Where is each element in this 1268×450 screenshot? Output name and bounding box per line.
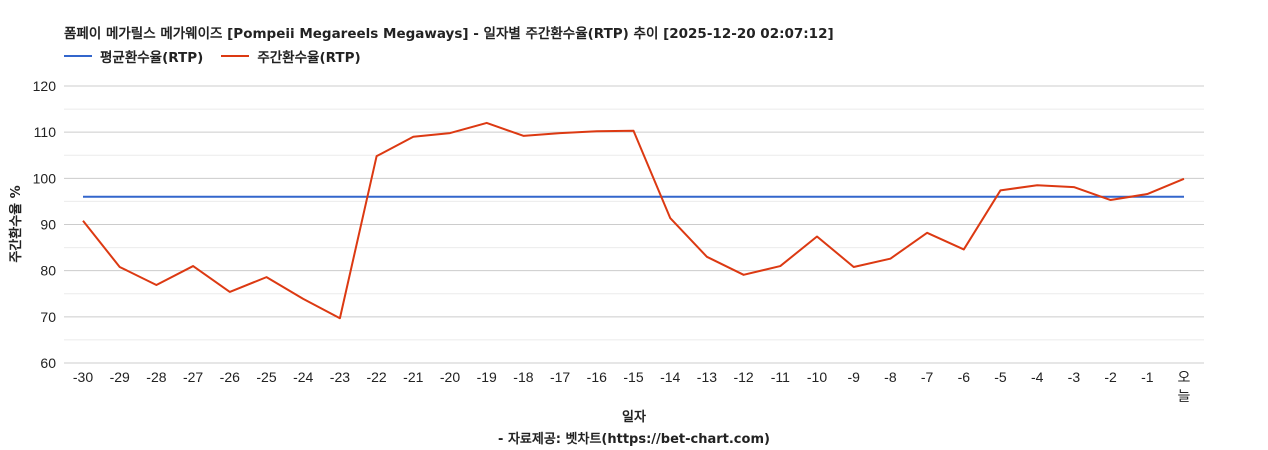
y-axis-ticks: 60 70 80 90 100 110 120 bbox=[33, 78, 57, 371]
x-tick-label: -11 bbox=[771, 369, 790, 385]
x-tick-label: -27 bbox=[183, 369, 203, 385]
x-tick-label: -28 bbox=[146, 369, 166, 385]
x-tick-label: -30 bbox=[73, 369, 93, 385]
x-tick-label: -15 bbox=[623, 369, 643, 385]
legend: 평균환수율(RTP) 주간환수율(RTP) bbox=[64, 46, 361, 66]
series-lines bbox=[82, 121, 1185, 320]
x-tick-label: -25 bbox=[256, 369, 276, 385]
x-tick-label: -2 bbox=[1104, 369, 1117, 385]
x-tick-label: -16 bbox=[587, 369, 607, 385]
x-tick-label: -6 bbox=[958, 369, 971, 385]
legend-swatch-red-line-icon bbox=[221, 55, 250, 57]
x-tick-label: -10 bbox=[807, 369, 827, 385]
legend-item-average-rtp[interactable]: 평균환수율(RTP) bbox=[64, 46, 203, 66]
data-credit: - 자료제공: 벳차트(https://bet-chart.com) bbox=[498, 432, 770, 447]
legend-swatch-blue-line-icon bbox=[64, 55, 92, 57]
legend-label: 주간환수율(RTP) bbox=[257, 50, 361, 66]
x-tick-label: -18 bbox=[513, 369, 533, 385]
y-tick-label: 100 bbox=[33, 170, 57, 186]
chart-title: 폼페이 메가릴스 메가웨이즈 [Pompeii Megareels Megawa… bbox=[64, 26, 834, 42]
legend-label: 평균환수율(RTP) bbox=[100, 50, 204, 66]
x-tick-label: 늘 bbox=[1178, 388, 1191, 404]
x-tick-label: -19 bbox=[477, 369, 497, 385]
x-tick-label: -23 bbox=[330, 369, 350, 385]
x-tick-label: -24 bbox=[293, 369, 313, 385]
y-tick-label: 120 bbox=[33, 78, 57, 94]
gridlines bbox=[64, 85, 1204, 364]
legend-item-weekly-rtp[interactable]: 주간환수율(RTP) bbox=[221, 46, 361, 66]
x-axis-ticks: -30 -29 -28 -27 -26 -25 -24 -23 -22 -21 -20 -19 -18 -… bbox=[73, 369, 1191, 404]
x-tick-label: -22 bbox=[366, 369, 386, 385]
x-tick-label: -4 bbox=[1031, 369, 1044, 385]
x-tick-label: -3 bbox=[1068, 369, 1081, 385]
y-tick-label: 70 bbox=[40, 309, 56, 325]
x-tick-label: -17 bbox=[550, 369, 570, 385]
y-axis-title: 주간환수율 % bbox=[8, 185, 24, 262]
x-axis-title: 일자 bbox=[622, 410, 646, 425]
x-tick-label: -29 bbox=[110, 369, 130, 385]
x-tick-label: -26 bbox=[220, 369, 240, 385]
weekly-rtp-line[interactable] bbox=[82, 121, 1185, 320]
x-tick-label: 오 bbox=[1178, 369, 1191, 385]
y-tick-label: 60 bbox=[40, 355, 56, 371]
x-tick-label: -1 bbox=[1141, 369, 1154, 385]
x-tick-label: -20 bbox=[440, 369, 460, 385]
x-tick-label: -13 bbox=[697, 369, 717, 385]
x-tick-label: -8 bbox=[884, 369, 897, 385]
x-tick-label: -7 bbox=[921, 369, 934, 385]
x-tick-label: -14 bbox=[660, 369, 680, 385]
y-tick-label: 110 bbox=[34, 124, 57, 140]
y-tick-label: 90 bbox=[40, 217, 56, 233]
x-tick-label: -12 bbox=[733, 369, 753, 385]
y-tick-label: 80 bbox=[40, 263, 56, 279]
x-tick-label: -5 bbox=[994, 369, 1007, 385]
x-tick-label: -21 bbox=[403, 369, 423, 385]
x-tick-label: -9 bbox=[847, 369, 860, 385]
